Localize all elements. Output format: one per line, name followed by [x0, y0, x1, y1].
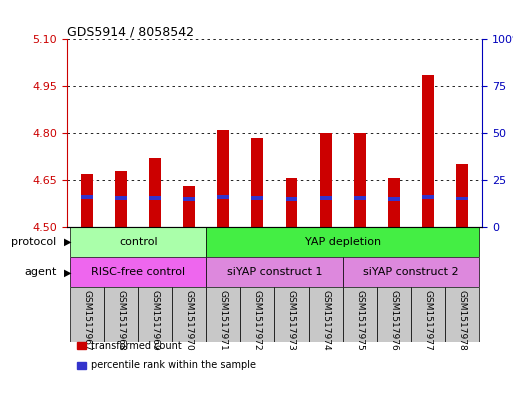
Text: ▶: ▶: [64, 237, 72, 247]
Text: GSM1517978: GSM1517978: [457, 290, 466, 351]
Text: GSM1517976: GSM1517976: [389, 290, 398, 351]
Bar: [115, 196, 127, 200]
Bar: [70, 257, 206, 287]
Bar: [353, 133, 366, 227]
Bar: [241, 287, 274, 342]
Bar: [445, 287, 479, 342]
Bar: [286, 197, 298, 201]
Text: transformed count: transformed count: [91, 341, 182, 351]
Text: RISC-free control: RISC-free control: [91, 267, 185, 277]
Bar: [353, 196, 366, 200]
Text: GSM1517968: GSM1517968: [116, 290, 126, 351]
Bar: [138, 287, 172, 342]
Bar: [308, 287, 343, 342]
Bar: [149, 196, 161, 200]
Text: GSM1517967: GSM1517967: [83, 290, 92, 351]
Bar: [251, 138, 263, 227]
Text: YAP depletion: YAP depletion: [305, 237, 381, 247]
Text: GSM1517970: GSM1517970: [185, 290, 194, 351]
Bar: [81, 174, 93, 227]
Text: protocol: protocol: [11, 237, 56, 247]
Text: GSM1517977: GSM1517977: [423, 290, 432, 351]
Bar: [320, 196, 331, 200]
Bar: [183, 197, 195, 201]
Bar: [70, 287, 104, 342]
Text: GSM1517969: GSM1517969: [151, 290, 160, 351]
Bar: [206, 257, 343, 287]
Bar: [456, 164, 468, 227]
Text: GSM1517975: GSM1517975: [355, 290, 364, 351]
Text: agent: agent: [24, 267, 56, 277]
Text: siYAP construct 2: siYAP construct 2: [363, 267, 459, 277]
Text: GSM1517973: GSM1517973: [287, 290, 296, 351]
Bar: [206, 227, 479, 257]
Text: ▶: ▶: [64, 267, 72, 277]
Text: GSM1517974: GSM1517974: [321, 290, 330, 351]
Bar: [388, 178, 400, 227]
Bar: [81, 195, 93, 199]
Bar: [320, 133, 331, 227]
Bar: [218, 130, 229, 227]
Bar: [343, 287, 377, 342]
Bar: [149, 158, 161, 227]
Bar: [218, 195, 229, 199]
Text: percentile rank within the sample: percentile rank within the sample: [91, 360, 256, 371]
Bar: [274, 287, 308, 342]
Text: GSM1517971: GSM1517971: [219, 290, 228, 351]
Text: control: control: [119, 237, 157, 247]
Bar: [422, 75, 433, 227]
Bar: [183, 186, 195, 227]
Bar: [172, 287, 206, 342]
Bar: [286, 178, 298, 227]
Bar: [115, 171, 127, 227]
Bar: [377, 287, 411, 342]
Bar: [104, 287, 138, 342]
Bar: [251, 196, 263, 200]
Bar: [206, 287, 241, 342]
Bar: [388, 197, 400, 201]
Bar: [456, 196, 468, 200]
Text: siYAP construct 1: siYAP construct 1: [227, 267, 322, 277]
Bar: [343, 257, 479, 287]
Bar: [70, 227, 206, 257]
Bar: [411, 287, 445, 342]
Bar: [422, 195, 433, 199]
Text: GDS5914 / 8058542: GDS5914 / 8058542: [67, 25, 194, 38]
Text: GSM1517972: GSM1517972: [253, 290, 262, 351]
